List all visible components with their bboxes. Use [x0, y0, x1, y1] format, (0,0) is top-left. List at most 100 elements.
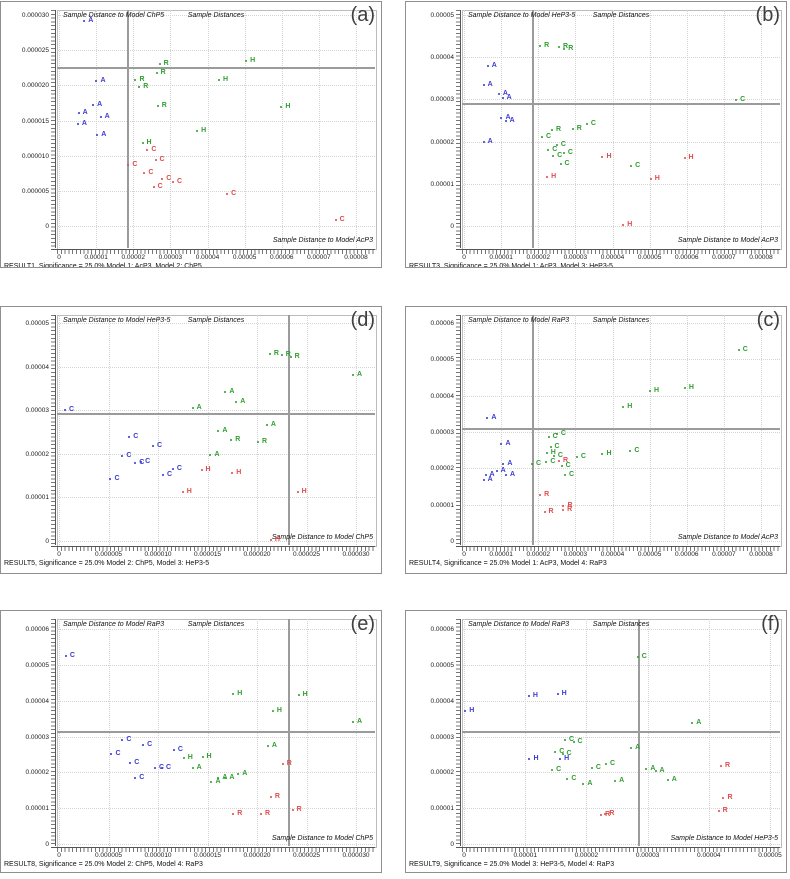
scatter-point: [181, 491, 184, 494]
scatter-point: [575, 455, 578, 458]
point-class-label: C: [568, 736, 575, 744]
y-tick-label: 0.00002: [25, 769, 50, 777]
scatter-point: [486, 416, 489, 419]
scatter-point: [182, 756, 185, 759]
scatter-point: [334, 219, 337, 222]
point-class-label: C: [147, 741, 153, 749]
x-tick-label: 0.000015: [193, 551, 222, 558]
grid-line-horizontal: [57, 226, 375, 227]
point-class-label: A: [696, 718, 702, 726]
scatter-point: [502, 463, 505, 466]
point-class-label: C: [165, 763, 172, 771]
panel-letter: (e): [350, 613, 375, 635]
plot-title: Sample Distances: [592, 12, 650, 19]
scatter-point: [504, 473, 507, 476]
scatter-point: [562, 505, 565, 508]
panel-d: 0 0.000005 0.000010 0.000015 0.000020 0.00002…: [0, 306, 382, 574]
point-class-label: R: [264, 810, 271, 818]
scatter-point: [549, 445, 552, 448]
scatter-point: [134, 79, 137, 82]
point-class-label: H: [653, 386, 660, 394]
point-class-label: C: [571, 774, 577, 782]
point-class-label: A: [659, 766, 665, 774]
scatter-point: [722, 797, 725, 800]
scatter-point: [559, 758, 562, 761]
point-class-label: H: [688, 384, 694, 392]
point-class-label: A: [505, 113, 511, 121]
x-tick-label: 0.00008: [749, 551, 773, 558]
x-axis-title: Sample Distance to Model HeP3-5: [670, 835, 778, 842]
point-class-label: C: [740, 95, 746, 103]
scatter-point: [291, 808, 294, 811]
grid-line-horizontal: [57, 190, 375, 192]
y-axis-minor-ticks: [456, 619, 460, 846]
point-class-label: R: [139, 76, 145, 84]
scatter-point: [622, 405, 625, 408]
scatter-point: [231, 471, 234, 474]
scatter-point: [77, 111, 80, 114]
grid-line-horizontal: [462, 772, 780, 774]
scatter-point: [121, 739, 124, 742]
scatter-point: [161, 473, 164, 476]
scatter-point: [604, 763, 607, 766]
x-tick-label: 0: [462, 551, 466, 558]
y-tick-label: 0.00002: [430, 769, 455, 777]
point-class-label: C: [157, 183, 163, 191]
x-tick-label: 0.00006: [270, 254, 294, 261]
scatter-point: [152, 186, 155, 189]
point-class-label: R: [261, 437, 268, 445]
y-tick-label: 0.00004: [430, 54, 455, 62]
point-class-label: H: [627, 220, 633, 228]
y-tick-label: 0.00003: [430, 96, 455, 104]
scatter-point: [500, 116, 503, 119]
grid-line-horizontal: [462, 15, 780, 16]
grid-line-horizontal: [462, 395, 780, 397]
scatter-point: [482, 478, 485, 481]
y-tick-label: 0.00002: [25, 450, 50, 458]
point-class-label: C: [115, 750, 121, 758]
vertical-critical-line: [287, 315, 290, 545]
point-class-label: H: [561, 689, 567, 697]
scatter-point: [590, 767, 593, 770]
point-class-label: A: [357, 370, 363, 378]
horizontal-critical-line: [57, 413, 375, 416]
scatter-point: [558, 460, 561, 463]
x-tick-label: 0.000030: [342, 852, 370, 859]
x-axis-minor-ticks: [462, 848, 780, 852]
grid-line-vertical: [158, 315, 159, 545]
grid-line-vertical: [306, 315, 308, 545]
y-tick-label: 0.00005: [430, 661, 455, 669]
scatter-point: [158, 63, 161, 66]
x-tick-label: 0.000020: [243, 852, 271, 859]
point-class-label: A: [671, 775, 677, 783]
x-tick-label: 0.00003: [563, 551, 588, 558]
panel-a: 0 0.00001 0.00002 0.00003 0.00004 0.00005 0.00…: [0, 1, 382, 268]
x-tick-label: 0: [57, 254, 61, 261]
point-class-label: H: [606, 449, 612, 457]
point-class-label: A: [500, 466, 506, 474]
y-axis-line: [55, 619, 56, 846]
point-class-label: A: [196, 763, 202, 771]
y-tick-label: 0.00003: [25, 733, 50, 741]
scatter-point: [550, 128, 553, 131]
scatter-point: [138, 86, 141, 89]
scatter-point: [160, 766, 163, 769]
grid-line-horizontal: [462, 504, 780, 506]
grid-line-horizontal: [462, 141, 780, 143]
point-class-label: H: [551, 173, 557, 181]
scatter-point: [560, 465, 563, 468]
point-class-label: A: [88, 16, 94, 24]
scatter-point: [630, 165, 633, 168]
x-tick-label: 0.00001: [489, 254, 513, 261]
scatter-point: [601, 156, 604, 159]
x-tick-label: 0.00004: [697, 852, 721, 859]
scatter-point: [171, 468, 174, 471]
x-tick-label: 0.00002: [574, 852, 599, 859]
horizontal-critical-line: [57, 66, 375, 69]
point-class-label: C: [177, 746, 183, 754]
x-tick-label: 0.00008: [749, 254, 773, 261]
point-class-label: H: [274, 535, 280, 543]
point-class-label: R: [274, 793, 280, 801]
scatter-point: [571, 127, 574, 130]
point-class-label: R: [722, 807, 728, 815]
